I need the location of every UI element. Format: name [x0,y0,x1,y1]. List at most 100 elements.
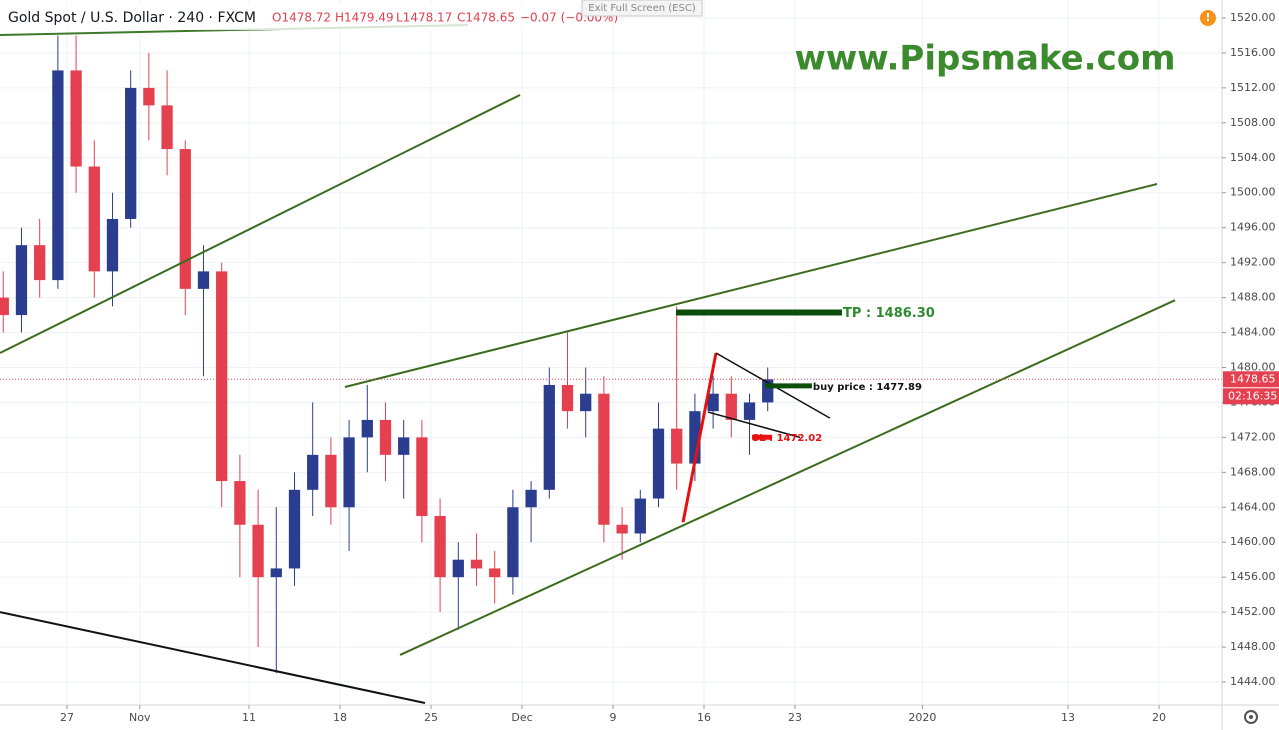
y-tick-label: 1504.00 [1230,151,1276,164]
x-tick-label: 25 [424,711,438,724]
candle-body [325,454,337,508]
candle-body [143,87,155,106]
trend-line [681,352,718,523]
settings-icon[interactable] [1244,710,1258,724]
candle-body [379,419,392,455]
candle-body [288,489,301,569]
candle-body [507,507,519,578]
header-bg [0,4,580,30]
close-label: C1478.65 [457,11,515,25]
trend-line [0,94,521,354]
candle-body [598,393,610,525]
candle-body [398,437,410,455]
low-label: L1478.17 [396,11,452,25]
y-tick-label: 1488.00 [1230,291,1276,304]
candle-body [452,559,464,578]
x-tick-label: 13 [1061,711,1075,724]
candle-body [525,489,537,508]
candle-body [725,393,737,420]
y-tick-label: 1448.00 [1230,640,1276,653]
level-label: buy price : 1477.89 [813,382,922,393]
candle-body [416,437,428,517]
y-tick-label: 1444.00 [1230,675,1276,688]
x-tick-label: 27 [60,711,74,724]
x-tick-label: 23 [788,711,802,724]
price-tag-box [1223,371,1279,388]
candle-body [270,568,282,578]
x-tick-label: 9 [610,711,617,724]
candle-body [689,411,701,464]
candle-body [580,393,592,412]
x-tick-label: Nov [129,711,151,724]
candle-body [106,218,119,272]
price-tag: 1478.65 [1230,372,1276,385]
candle-body [179,149,191,289]
candle-body [234,481,246,525]
candle-body [88,166,100,272]
y-tick-label: 1520.00 [1230,11,1276,24]
level-label: TP : 1486.30 [843,306,935,321]
candle-body [707,393,719,412]
trend-line [344,183,1158,388]
candle-body [652,428,665,499]
candle-body [543,384,555,490]
candle-body [216,271,228,482]
x-tick-label: Dec [511,711,532,724]
y-tick-label: 1460.00 [1230,535,1276,548]
countdown-box [1223,388,1279,405]
symbol-title: Gold Spot / U.S. Dollar · 240 · FXCM [8,10,256,26]
y-tick-label: 1464.00 [1230,500,1276,513]
y-tick-label: 1468.00 [1230,465,1276,478]
x-tick-label: 11 [242,711,256,724]
trend-line [0,611,426,704]
candle-body [561,384,574,412]
candle-body [197,271,210,289]
watermark: www.Pipsmake.com [794,39,1175,79]
trend-line [707,411,801,439]
plot-area [0,23,1222,704]
x-tick-label: 20 [1152,711,1166,724]
candle-body [762,379,774,403]
y-tick-label: 1452.00 [1230,605,1276,618]
y-tick-label: 1480.00 [1230,360,1276,373]
candle-body [0,297,9,316]
y-tick-label: 1492.00 [1230,256,1276,269]
y-tick-label: 1508.00 [1230,116,1276,129]
trend-line [399,299,1176,656]
candle-body [307,454,319,490]
exit-fullscreen-text[interactable]: Exit Full Screen (ESC) [588,3,696,14]
candle-body [671,428,683,464]
candle-body [52,70,64,281]
y-tick-label: 1496.00 [1230,221,1276,234]
alert-icon[interactable] [1200,10,1216,26]
y-tick-label: 1512.00 [1230,81,1276,94]
candle-body [343,437,355,508]
countdown: 02:16:35 [1228,389,1277,402]
candle-body [34,245,46,281]
level-label: SL : 1472.02 [752,433,822,444]
candle-body [252,524,264,578]
candle-body [161,105,173,150]
axes: 1444.00 1448.00 1452.00 1456.00 1460.00 1464.… [60,11,1279,724]
y-tick-label: 1500.00 [1230,186,1276,199]
y-tick-label: 1484.00 [1230,326,1276,339]
candle-body [434,516,446,578]
candle-body [470,559,483,569]
y-tick-label: 1472.00 [1230,430,1276,443]
candle-body [15,245,28,316]
candle-body [125,87,137,219]
alert-icon-mark: ! [1205,11,1210,24]
x-tick-label: 16 [697,711,711,724]
candle-body [634,498,646,534]
candle-body [616,524,628,534]
x-tick-label: 2020 [908,711,936,724]
exit-fullscreen-button[interactable] [581,0,703,17]
high-label: H1479.49 [335,11,394,25]
open-label: O1478.72 [272,11,331,25]
candle-body [489,568,501,578]
x-tick-label: 18 [333,711,347,724]
y-tick-label: 1456.00 [1230,570,1276,583]
candle-body [70,70,82,167]
